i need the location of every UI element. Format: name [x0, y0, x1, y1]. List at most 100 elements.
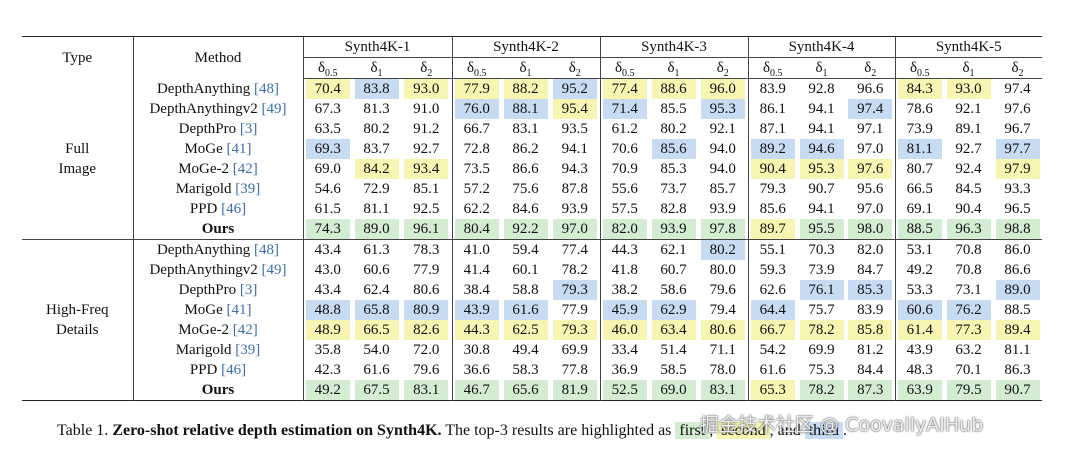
method-ref: [46] — [221, 201, 247, 217]
value-cell: 80.2 — [698, 239, 748, 260]
value-cell: 72.8 — [451, 139, 501, 159]
value: 75.3 — [808, 362, 835, 378]
data-row: MoGe [41] 69.3 83.7 92.7 72.8 86.2 94.1 70.6 85.… — [22, 139, 1042, 159]
value: 80.6 — [413, 282, 440, 298]
metric-symbol: δ — [370, 60, 378, 76]
value: 92.4 — [955, 161, 982, 177]
value-cell: 73.7 — [649, 179, 698, 199]
metric-sub: 0.5 — [770, 68, 783, 79]
value-cell: 88.5 — [993, 300, 1042, 320]
value-cell: 95.5 — [797, 219, 846, 240]
value: 97.6 — [1004, 101, 1031, 117]
value-cell: 96.5 — [993, 199, 1042, 219]
value-cell: 87.1 — [747, 119, 797, 139]
value: 54.6 — [314, 181, 341, 197]
value-cell: 77.9 — [550, 300, 600, 320]
value-cell: 36.6 — [451, 360, 501, 380]
value-cell: 97.4 — [993, 79, 1042, 100]
method-cell: DepthPro [3] — [132, 280, 303, 300]
value-cell: 83.7 — [352, 139, 401, 159]
value-cell: 65.3 — [747, 380, 797, 401]
value: 83.8 — [354, 79, 399, 99]
value: 96.3 — [946, 219, 991, 239]
value: 81.2 — [857, 342, 884, 358]
value: 58.8 — [512, 282, 539, 298]
method-name: DepthAnythingv2 — [149, 101, 258, 117]
value: 97.9 — [995, 159, 1040, 179]
metric-header: δ1 — [352, 57, 401, 79]
metric-header: δ1 — [501, 57, 550, 79]
value-cell: 77.9 — [451, 78, 501, 99]
value: 62.5 — [503, 320, 548, 340]
method-header: Method — [132, 36, 303, 79]
value-cell: 33.4 — [599, 340, 649, 360]
value-cell: 94.3 — [550, 159, 600, 179]
metric-header: δ1 — [649, 57, 698, 79]
metric-header: δ0.5 — [451, 57, 501, 79]
method-name: MoGe — [184, 141, 223, 157]
value-cell: 70.1 — [944, 360, 993, 380]
value: 93.3 — [1004, 181, 1031, 197]
value: 81.1 — [363, 201, 390, 217]
value-cell: 86.6 — [993, 260, 1042, 280]
value: 84.7 — [857, 262, 884, 278]
value-cell: 87.3 — [846, 380, 895, 401]
value: 86.6 — [1004, 262, 1031, 278]
value: 88.5 — [1004, 302, 1031, 318]
value: 77.4 — [602, 79, 647, 99]
value-cell: 43.9 — [451, 300, 501, 320]
value-cell: 62.6 — [747, 280, 797, 300]
caption-separator: , and — [769, 422, 801, 439]
method-ref: [42] — [232, 322, 258, 338]
value-cell: 91.0 — [401, 99, 452, 119]
value: 79.4 — [709, 302, 736, 318]
value: 62.4 — [363, 282, 390, 298]
metric-symbol: δ — [317, 60, 326, 76]
value: 72.9 — [363, 181, 390, 197]
value-cell: 92.1 — [944, 99, 993, 119]
metric-symbol: δ — [1011, 60, 1019, 76]
value: 89.4 — [995, 320, 1040, 340]
method-ref: [48] — [254, 80, 280, 97]
value-cell: 41.4 — [451, 260, 501, 280]
value: 59.3 — [759, 262, 786, 278]
value: 97.8 — [700, 219, 745, 239]
value-cell: 84.3 — [894, 78, 944, 99]
value-cell: 51.4 — [649, 340, 698, 360]
method-ref: [49] — [261, 101, 287, 117]
data-row: Marigold [39] 35.8 54.0 72.0 30.8 49.4 69.9 33.… — [22, 340, 1042, 360]
metric-symbol: δ — [614, 60, 623, 76]
value-cell: 86.0 — [993, 239, 1043, 260]
value-cell: 89.4 — [993, 320, 1042, 340]
method-name: DepthPro — [178, 282, 237, 298]
value-cell: 83.9 — [747, 78, 797, 99]
value: 84.4 — [857, 362, 884, 378]
value-cell: 70.9 — [599, 159, 649, 179]
method-cell: PPD [46] — [132, 360, 303, 380]
value: 36.6 — [463, 362, 490, 378]
metric-sub: 1 — [822, 68, 828, 79]
value: 89.0 — [354, 219, 399, 239]
value-cell: 82.8 — [649, 199, 698, 219]
metric-header: δ2 — [550, 57, 600, 79]
value: 61.3 — [363, 242, 390, 258]
value-cell: 86.6 — [501, 159, 550, 179]
metric-header: δ1 — [944, 57, 993, 79]
value-cell: 43.4 — [302, 280, 352, 300]
value-cell: 67.3 — [302, 99, 352, 119]
value: 65.3 — [750, 380, 795, 400]
value: 46.0 — [602, 320, 647, 340]
value: 83.1 — [700, 380, 745, 400]
value: 86.2 — [512, 141, 539, 157]
value-cell: 95.3 — [698, 99, 748, 119]
value: 90.4 — [955, 201, 982, 217]
value-cell: 98.8 — [993, 219, 1042, 240]
value: 54.2 — [759, 342, 786, 358]
value: 87.3 — [848, 380, 893, 400]
value: 78.2 — [561, 262, 588, 278]
metric-sub: 1 — [377, 68, 383, 79]
method-name: MoGe-2 — [178, 161, 230, 177]
value-cell: 83.8 — [352, 79, 401, 99]
method-cell: DepthAnything [48] — [132, 78, 303, 99]
value-cell: 69.0 — [302, 159, 352, 179]
